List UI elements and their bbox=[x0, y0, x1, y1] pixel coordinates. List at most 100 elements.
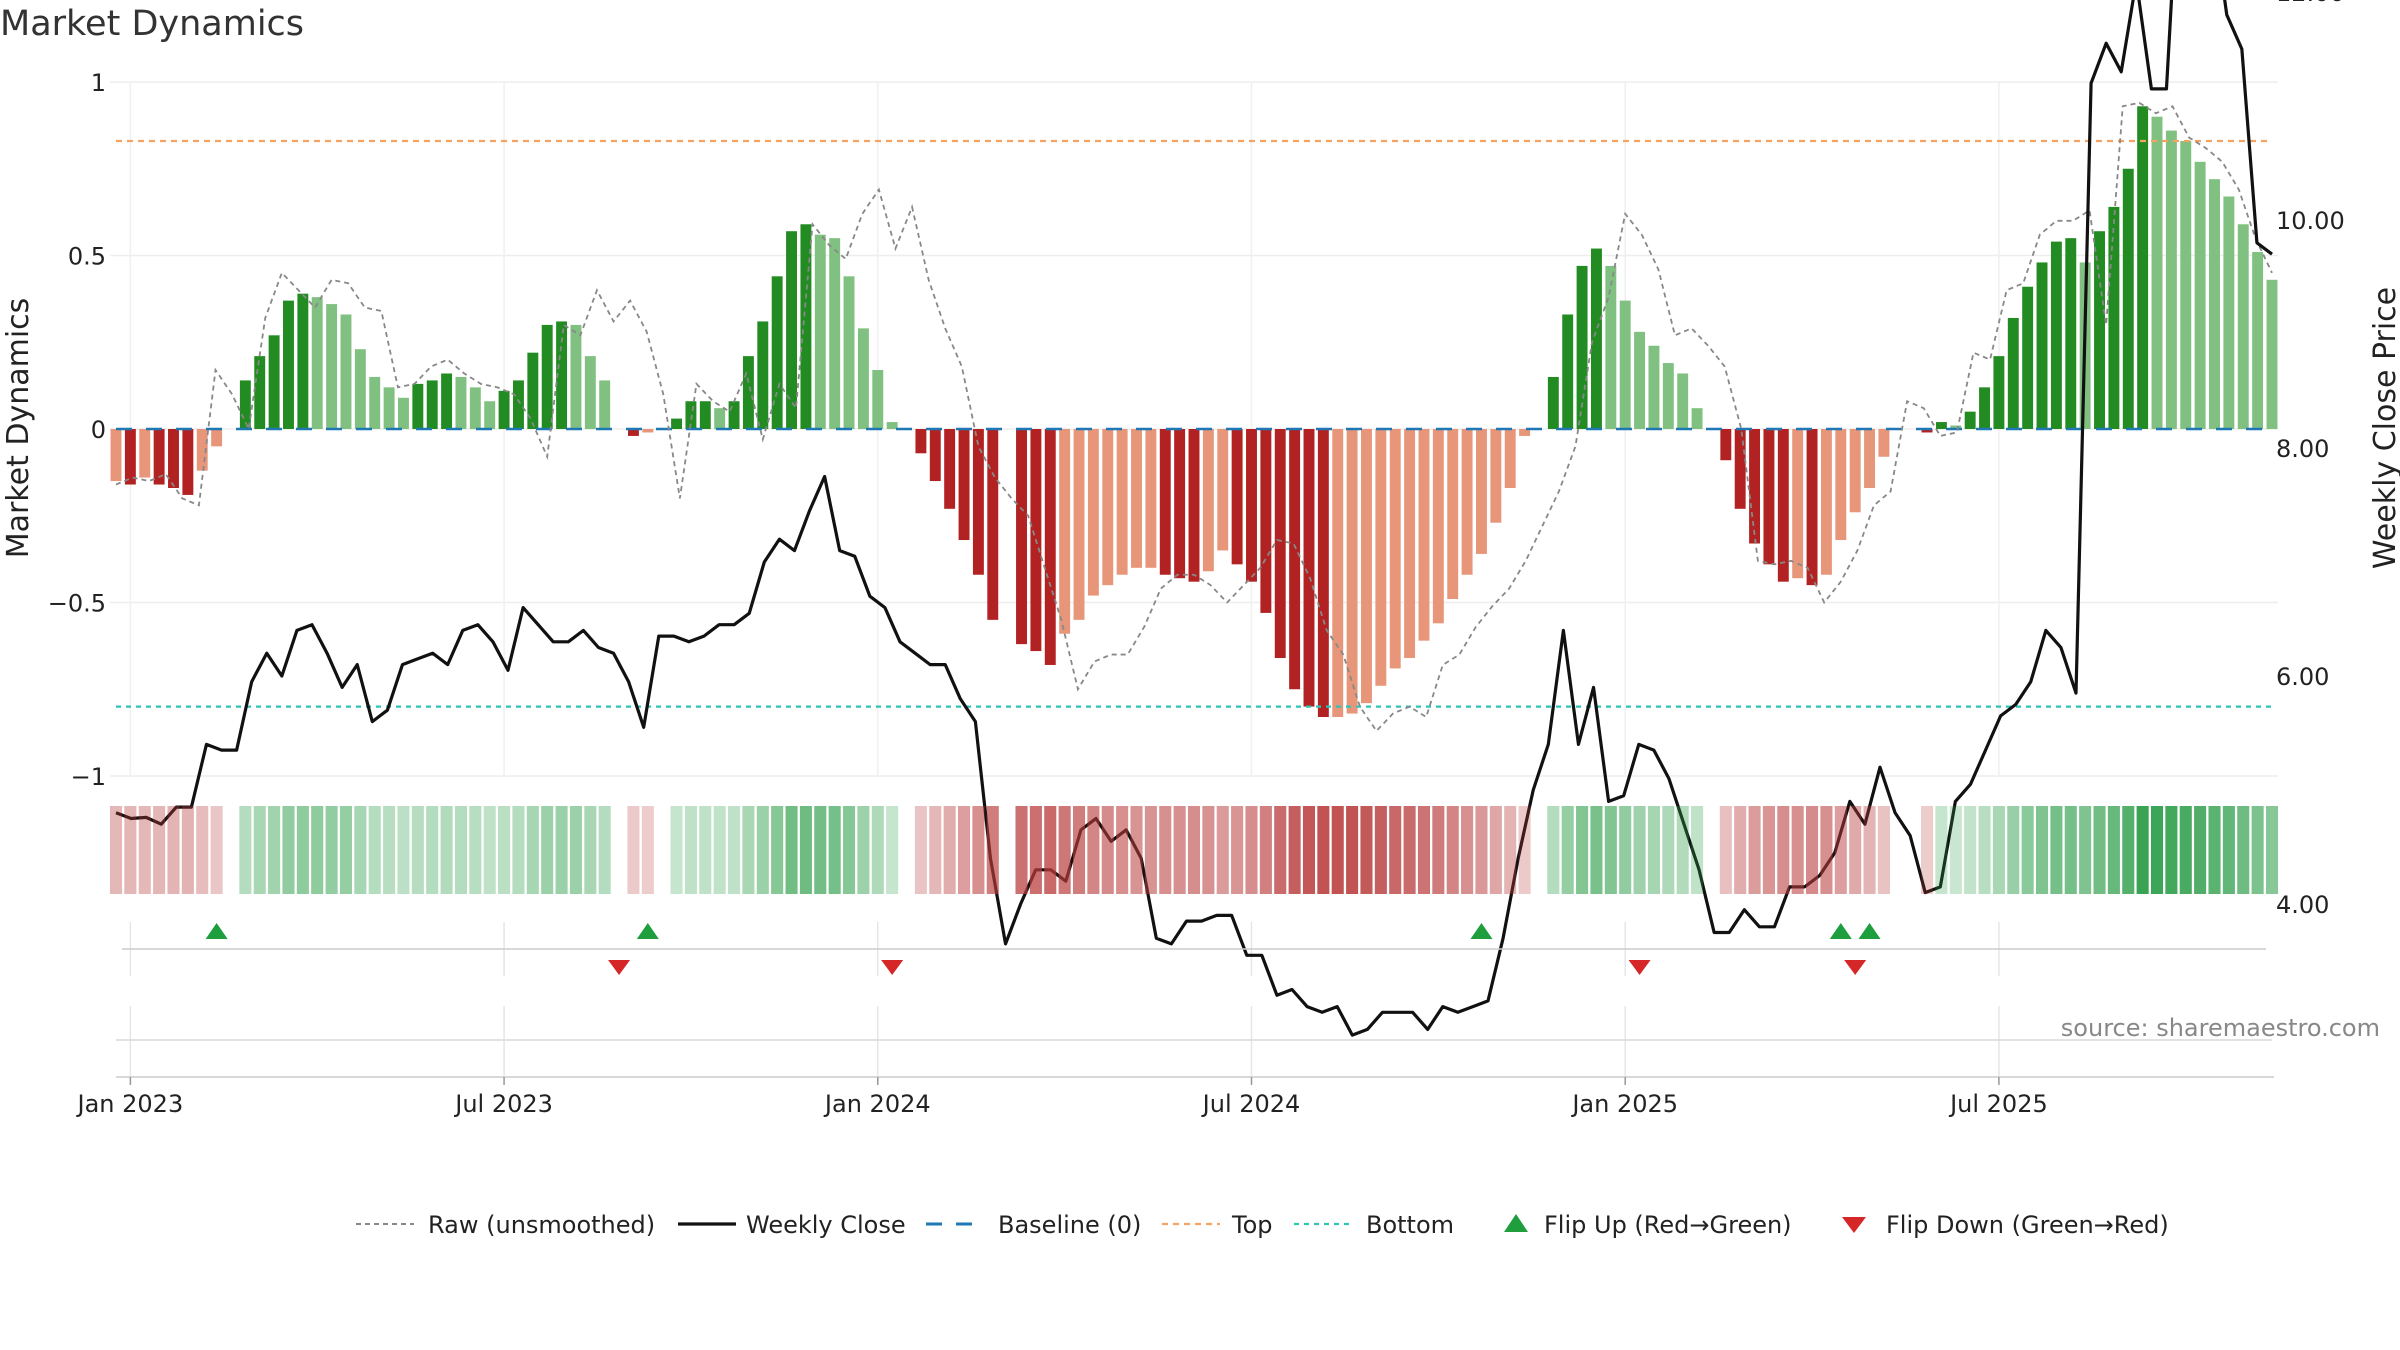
heat-cell bbox=[1231, 806, 1244, 894]
heat-cell bbox=[440, 806, 453, 894]
dynamics-bar bbox=[196, 429, 208, 471]
heat-cell bbox=[1691, 806, 1704, 894]
heat-cell bbox=[1489, 806, 1502, 894]
dynamics-bar bbox=[139, 429, 151, 478]
heat-cell bbox=[1647, 806, 1660, 894]
heat-cell bbox=[526, 806, 539, 894]
dynamics-bar bbox=[1605, 265, 1617, 429]
x-tick-label: Jan 2025 bbox=[1570, 1090, 1678, 1118]
heat-cell bbox=[1978, 806, 1991, 894]
heat-cell bbox=[1992, 806, 2005, 894]
heat-cell bbox=[426, 806, 439, 894]
dynamics-bar bbox=[1562, 314, 1574, 429]
flip-up-marker bbox=[1858, 923, 1881, 939]
dynamics-bar bbox=[1590, 248, 1602, 429]
y-tick-right: 10.00 bbox=[2276, 207, 2345, 235]
heat-cell bbox=[1216, 806, 1229, 894]
heat-cell bbox=[2122, 806, 2135, 894]
dynamics-bar bbox=[584, 356, 596, 429]
source-credit: source: sharemaestro.com bbox=[2060, 1014, 2380, 1042]
dynamics-bar bbox=[1361, 429, 1372, 704]
heat-cell bbox=[728, 806, 741, 894]
heat-cell bbox=[454, 806, 467, 894]
heat-cell bbox=[411, 806, 424, 894]
dynamics-bar bbox=[958, 429, 970, 541]
dynamics-bar bbox=[1864, 429, 1876, 488]
heat-cell bbox=[1029, 806, 1042, 894]
heat-cell bbox=[1274, 806, 1287, 894]
dynamics-bar bbox=[1346, 429, 1358, 714]
heat-cell bbox=[1374, 806, 1387, 894]
dynamics-bar bbox=[742, 356, 754, 429]
heat-cell bbox=[2093, 806, 2106, 894]
dynamics-bar bbox=[1418, 429, 1430, 641]
y-tick-left: 1 bbox=[91, 69, 106, 97]
dynamics-bar bbox=[541, 324, 553, 429]
dynamics-bar bbox=[1461, 429, 1473, 575]
dynamics-bar bbox=[1303, 429, 1315, 707]
weekly-close-line bbox=[115, 0, 2273, 1037]
heat-cell bbox=[2237, 806, 2250, 894]
legend: Raw (unsmoothed) Weekly Close Baseline (0)… bbox=[356, 1211, 2169, 1239]
dynamics-bar bbox=[2266, 279, 2278, 429]
heat-cell bbox=[1389, 806, 1402, 894]
reference-lines bbox=[116, 139, 2272, 708]
heat-cell bbox=[1461, 806, 1474, 894]
flip-down-marker bbox=[881, 960, 904, 975]
heat-cell bbox=[1849, 806, 1862, 894]
dynamics-bar bbox=[872, 370, 884, 429]
heat-cell bbox=[713, 806, 726, 894]
heat-cell bbox=[512, 806, 525, 894]
heat-cell bbox=[1087, 806, 1100, 894]
dynamics-bar bbox=[110, 429, 122, 482]
dynamics-bars bbox=[110, 106, 2278, 718]
heat-cell bbox=[2165, 806, 2178, 894]
heat-cell bbox=[2179, 806, 2192, 894]
heat-cell bbox=[1561, 806, 1574, 894]
dynamics-bar bbox=[527, 352, 539, 429]
heat-cell bbox=[569, 806, 582, 894]
y-tick-right: 12.00 bbox=[2276, 0, 2345, 7]
dynamics-bar bbox=[1720, 429, 1732, 461]
legend-label: Baseline (0) bbox=[998, 1211, 1141, 1239]
dynamics-bar bbox=[1849, 429, 1861, 513]
dynamics-bar bbox=[2108, 206, 2120, 429]
heat-cell bbox=[1144, 806, 1157, 894]
heat-cell bbox=[1446, 806, 1459, 894]
flip-up-marker bbox=[1829, 923, 1852, 939]
heat-cell bbox=[311, 806, 324, 894]
dynamics-bar bbox=[1131, 429, 1142, 568]
heat-cell bbox=[1633, 806, 1646, 894]
dynamics-bar bbox=[1777, 429, 1789, 582]
dynamics-bar bbox=[512, 380, 524, 429]
dynamics-bar bbox=[455, 376, 467, 429]
dynamics-bar bbox=[1217, 429, 1229, 551]
dynamics-bar bbox=[771, 276, 783, 429]
heat-cell bbox=[282, 806, 295, 894]
dynamics-bar bbox=[1231, 429, 1243, 565]
dynamics-bar bbox=[326, 304, 338, 429]
dynamics-bar bbox=[1332, 429, 1344, 718]
heat-cell bbox=[210, 806, 223, 894]
dynamics-bar bbox=[168, 429, 179, 488]
heat-cell bbox=[383, 806, 396, 894]
dynamics-bar bbox=[1504, 429, 1516, 488]
dynamics-bar bbox=[1691, 408, 1703, 429]
heat-cell bbox=[498, 806, 511, 894]
heat-cell bbox=[1547, 806, 1560, 894]
dynamics-bar bbox=[2022, 286, 2034, 429]
dynamics-bar bbox=[426, 380, 438, 429]
dynamics-bar bbox=[1806, 429, 1818, 586]
dynamics-bar bbox=[671, 418, 683, 429]
heat-cell bbox=[641, 806, 654, 894]
dynamics-bar bbox=[1734, 429, 1746, 509]
dynamics-bar bbox=[757, 321, 769, 429]
dynamics-bar bbox=[642, 429, 654, 433]
dynamics-bar bbox=[2252, 252, 2264, 429]
dynamics-bar bbox=[2094, 231, 2105, 429]
y-tick-right: 4.00 bbox=[2276, 891, 2329, 919]
heat-cell bbox=[1806, 806, 1819, 894]
dynamics-bar bbox=[441, 373, 453, 429]
dynamics-bar bbox=[699, 401, 711, 429]
dynamics-bar bbox=[1878, 429, 1890, 457]
